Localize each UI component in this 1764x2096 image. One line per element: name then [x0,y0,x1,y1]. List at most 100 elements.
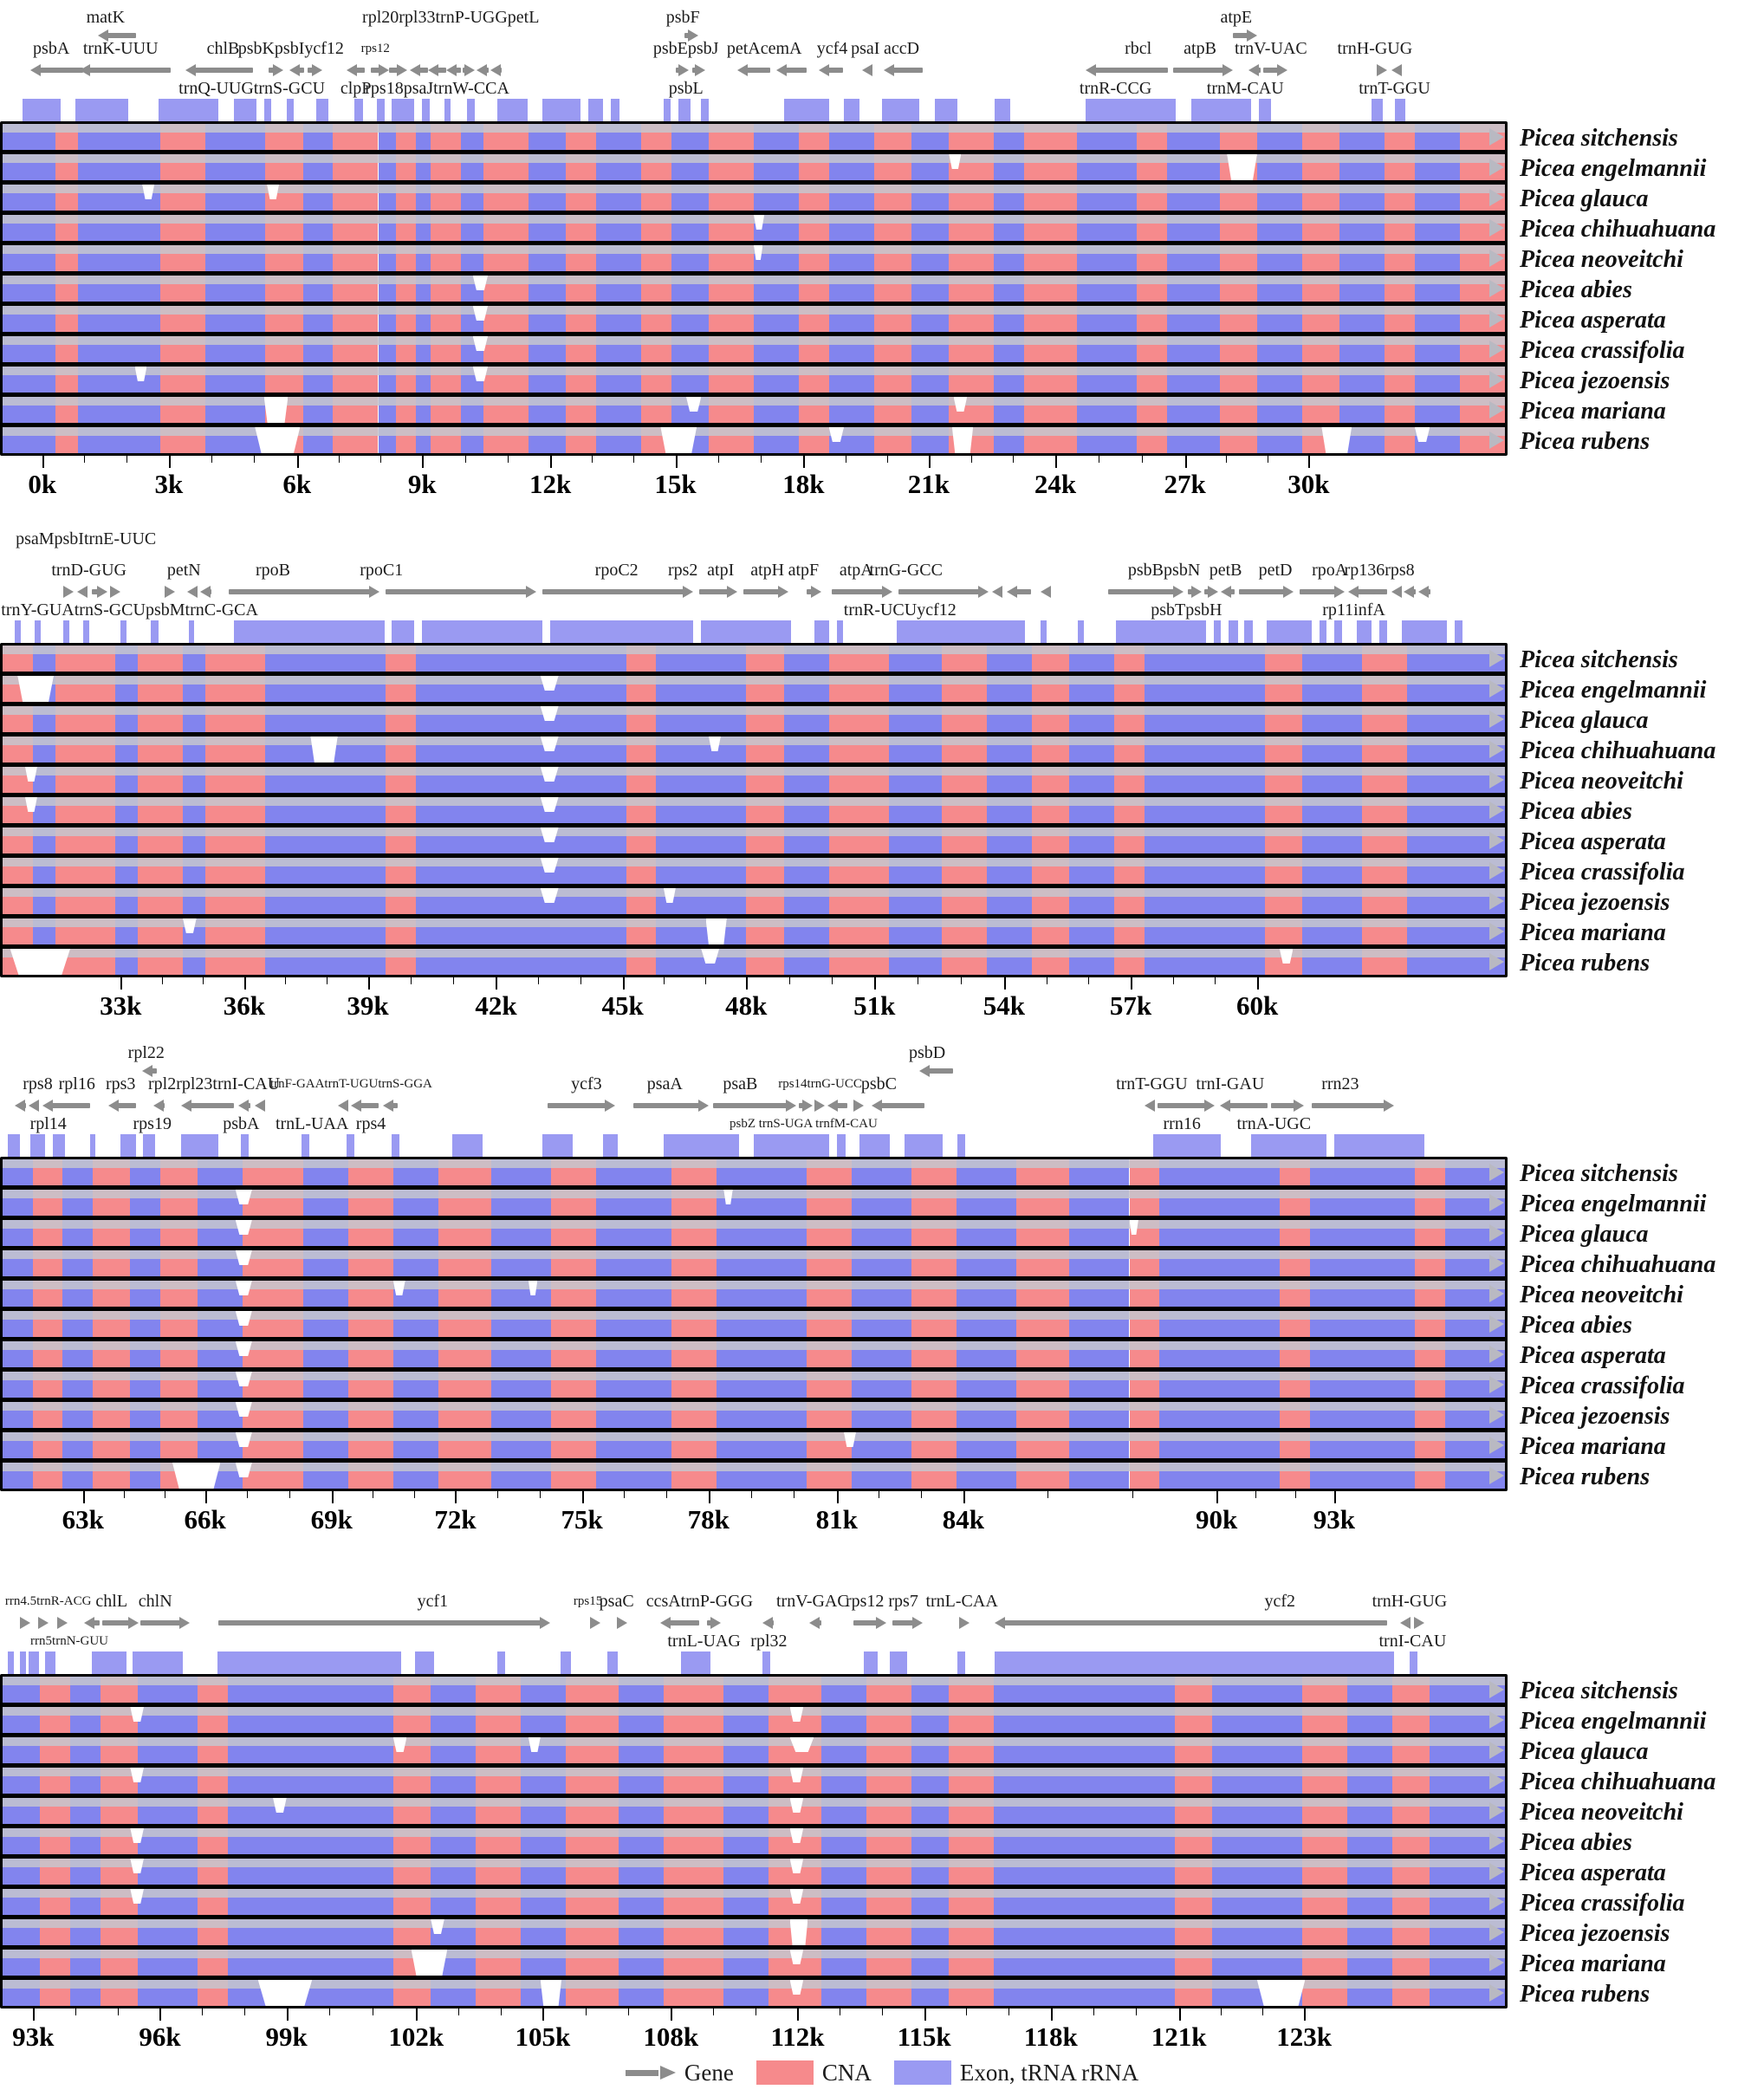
alignment-gap [10,949,71,975]
exon-box [120,620,127,643]
species-label: Picea rubens [1520,1463,1651,1490]
similarity-dip [130,1859,144,1873]
axis-minor-tick [960,977,962,984]
species-label: Picea abies [1520,798,1632,825]
gene-arrow [1391,64,1403,76]
gene-arrow-head [80,64,91,76]
similarity-dip [949,154,962,169]
track-end-arrow-icon [1489,801,1504,819]
gene-arrow-bar [37,68,83,73]
exon-box [1409,1651,1417,1674]
gene-arrow [255,1100,266,1112]
axis-tick-label: 57k [1109,990,1152,1021]
axis-minor-tick [704,977,706,984]
gene-arrow-head [710,1617,721,1629]
similarity-dip [789,1798,804,1813]
exon-box [746,620,792,643]
axis-minor-tick [285,977,287,984]
exon-box [681,1651,710,1674]
gene-label: petB [1209,561,1242,580]
gene-arrow [675,64,690,76]
gene-arrow-head [991,586,1002,598]
exon-box [1333,1134,1425,1157]
axis-minor-tick [1215,977,1216,984]
track-row [3,336,1505,362]
similarity-dip [789,1768,804,1782]
track-row [3,276,1505,302]
similarity-gray-band [3,918,1505,927]
exon-box [377,99,385,121]
exon-box [663,1134,739,1157]
gene-arrow-head [15,1100,26,1112]
axis-tick [924,2008,926,2021]
similarity-dip [754,215,765,230]
gene-label: clpP [340,79,372,98]
gene-arrow [1221,586,1235,598]
gene-arrow [1239,586,1294,598]
gene-label: trnR-CCG [1079,79,1152,98]
axis-tick [550,456,553,468]
gene-arrow [991,586,1003,598]
gene-label: psbZ trnS-UGA trnfM-CAU [729,1117,878,1131]
gene-arrow-head [179,1617,191,1629]
gene-label: psbTpsbH [1151,600,1222,620]
track-end-arrow-icon [1489,1285,1504,1302]
axis-tick [120,977,123,990]
species-label: Picea engelmannii [1520,1708,1707,1735]
similarity-dip [1129,1220,1138,1235]
similarity-dip [1414,427,1430,442]
exon-box [158,99,219,121]
gene-label: petD [1258,561,1293,580]
species-label: Picea glauca [1520,1221,1649,1248]
similarity-dip [754,245,763,260]
axis-minor-tick [338,456,340,463]
gene-arrow-head [312,64,323,76]
gene-arrow-head [1190,586,1202,598]
axis-tick [1178,2008,1181,2021]
gene-arrow [490,64,503,76]
species-label: Picea sitchensis [1520,1677,1678,1704]
gene-label: rrn16 [1163,1114,1201,1133]
gene-arrow [832,586,893,598]
exon-box [7,1651,14,1674]
gene-label: rpoB [255,561,290,580]
gene-label: trnQ-UUGtrnS-GCU [178,79,326,98]
track-row [3,154,1505,180]
gene-arrow [37,1617,49,1629]
axis-minor-tick [126,456,128,463]
gene-arrow-bar [892,1620,915,1626]
gene-label: psaMpsbItrnE-UUC [16,529,157,548]
gene-arrow-head [84,1617,95,1629]
exon-box [995,1651,1395,1674]
similarity-dip [130,1889,144,1904]
axis-tick-label: 51k [853,990,896,1021]
gene-annotation-area: rpl22 psbD rps8 rpl16 rps3 rpl2rpl23trnI-CAU t… [0,1044,1508,1134]
exon-box [133,1651,183,1674]
gene-label: trnM-CAU [1206,79,1284,98]
axis-tick-label: 96k [139,2021,181,2052]
track-end-arrow-icon [1489,1194,1504,1211]
axis-tick-label: 99k [265,2021,308,2052]
gene-arrow-bar [691,68,698,73]
gene-arrow [1400,1617,1411,1629]
exon-box [542,1134,574,1157]
gene-label: accD [883,39,920,58]
species-label: Picea mariana [1520,919,1666,946]
species-label: Picea asperata [1520,828,1666,855]
gene-arrow [660,1617,700,1629]
axis-tick [581,1491,584,1503]
track-row [3,185,1505,211]
track-end-arrow-icon [1489,1467,1504,1484]
similarity-gray-band [3,397,1505,406]
gene-label: petN [166,561,201,580]
gene-arrow-head [1207,586,1218,598]
exon-box [263,99,272,121]
axis-tick-label: 15k [654,469,697,499]
gene-arrow-head [1294,1100,1305,1112]
gene-arrow [1107,586,1184,598]
species-label: Picea chihuahuana [1520,737,1716,764]
gene-label: trnI-CAU [1378,1632,1447,1651]
axis-minor-tick [751,1491,753,1498]
gene-arrow [1172,64,1234,76]
gene-label: ycf1 [417,1592,449,1611]
